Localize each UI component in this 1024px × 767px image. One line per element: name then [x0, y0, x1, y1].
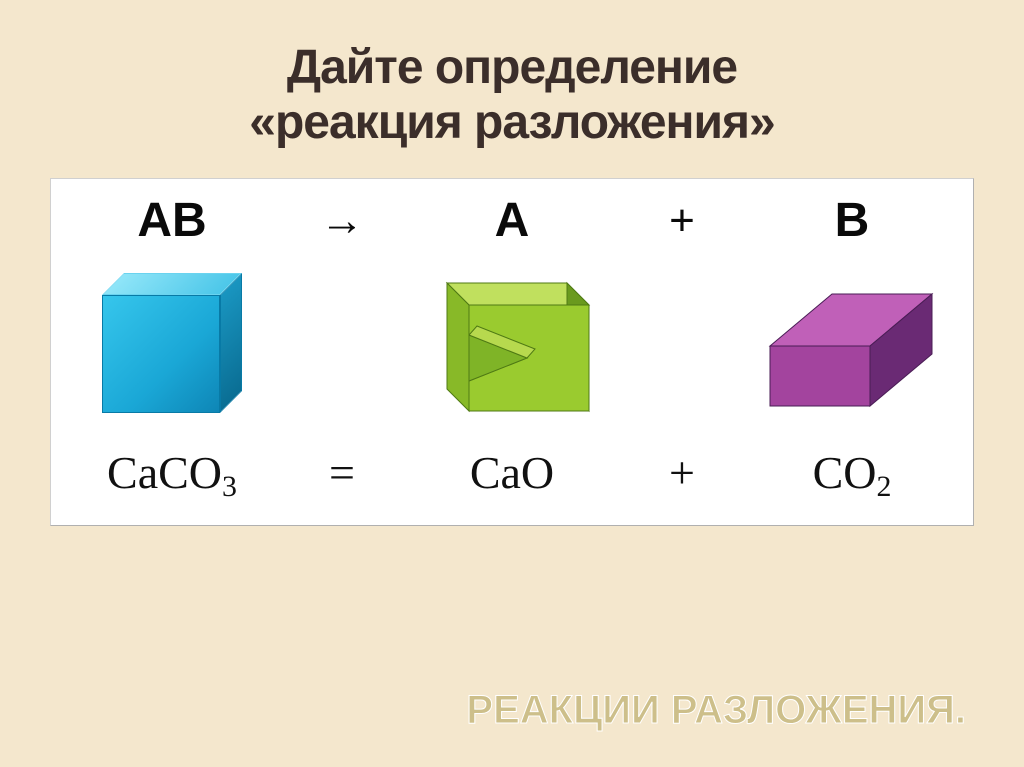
footer-caption: РЕАКЦИИ РАЗЛОЖЕНИЯ. [466, 688, 966, 733]
shape-row [77, 258, 947, 428]
shape-ab-cube [77, 258, 267, 428]
cube-icon [102, 273, 242, 413]
symbol-b: В [757, 193, 947, 248]
symbol-row: АВ → А + В [77, 193, 947, 248]
formula-row: CaCO3 = CaO + CO2 [77, 446, 947, 499]
symbol-a: А [417, 193, 607, 248]
title-line-1: Дайте определение [287, 41, 737, 94]
symbol-ab: АВ [77, 193, 267, 248]
slide: Дайте определение «реакция разложения» А… [0, 0, 1024, 767]
wedge-block-icon [762, 268, 942, 418]
notched-block-icon [427, 263, 597, 423]
shape-b-wedge [757, 258, 947, 428]
formula-cao: CaO [417, 446, 607, 499]
formula-eq: = [287, 446, 397, 499]
formula-plus: + [627, 446, 737, 499]
shape-a-notched [417, 258, 607, 428]
symbol-plus: + [627, 196, 737, 246]
slide-title: Дайте определение «реакция разложения» [50, 40, 974, 150]
formula-caco3: CaCO3 [77, 446, 267, 499]
reaction-panel: АВ → А + В [50, 178, 974, 526]
formula-co2: CO2 [757, 446, 947, 499]
symbol-arrow: → [287, 196, 397, 246]
title-line-2: «реакция разложения» [249, 96, 774, 149]
